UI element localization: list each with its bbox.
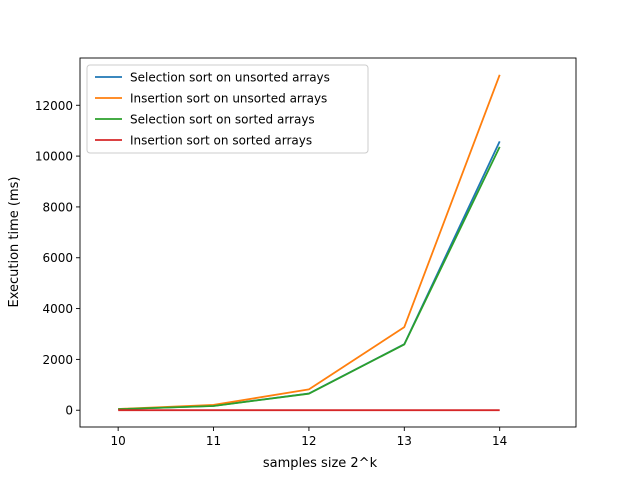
y-tick-label-6000: 6000	[42, 251, 73, 265]
y-tick-label-8000: 8000	[42, 200, 73, 214]
x-tick-label-13: 13	[397, 434, 412, 448]
plot-area: 10 11 12 13 14 0 2000 4000 6000 8000 10000 12000 Sel…	[35, 57, 577, 448]
legend-box	[86, 64, 369, 154]
series-line-3	[118, 146, 501, 411]
x-tick-label-14: 14	[492, 434, 507, 448]
y-tick-label-0: 0	[65, 404, 73, 418]
legend-label-2: Insertion sort on unsorted arrays	[130, 92, 327, 106]
x-tick-label-11: 11	[206, 434, 221, 448]
legend-label-4: Insertion sort on sorted arrays	[130, 134, 312, 148]
x-tick-label-10: 10	[111, 434, 126, 448]
axes-frame	[79, 57, 577, 428]
y-tick-label-10000: 10000	[35, 150, 73, 164]
y-tick-label-12000: 12000	[35, 99, 73, 113]
y-axis-label: Execution time (ms)	[7, 176, 22, 307]
legend-label-3: Selection sort on sorted arrays	[130, 113, 315, 127]
x-tick-label-12: 12	[301, 434, 316, 448]
x-axis-label: samples size 2^k	[263, 456, 378, 471]
legend-label-1: Selection sort on unsorted arrays	[130, 71, 330, 85]
y-tick-label-4000: 4000	[42, 302, 73, 316]
y-tick-label-2000: 2000	[42, 353, 73, 367]
